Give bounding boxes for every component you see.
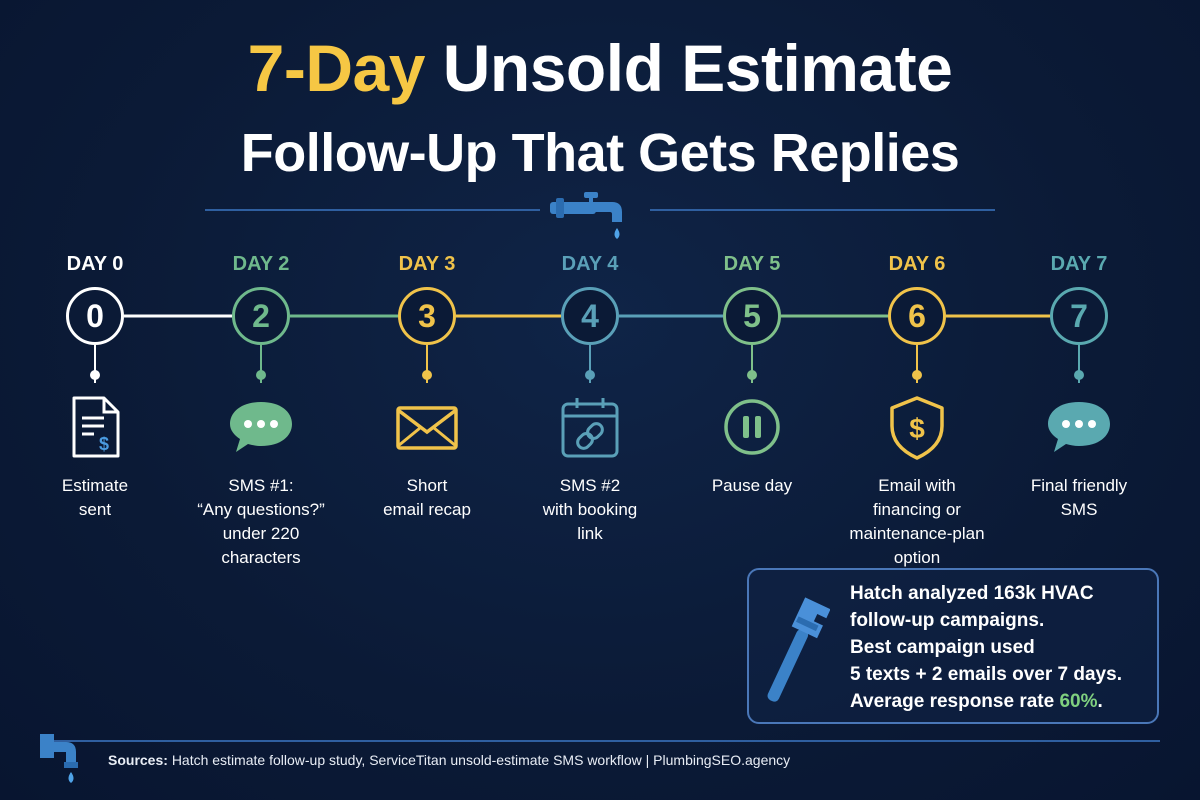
caption-line: characters bbox=[221, 548, 301, 567]
step-stem bbox=[589, 345, 591, 383]
pause-icon bbox=[724, 399, 780, 455]
caption-line: “Any questions?” bbox=[197, 500, 325, 519]
faucet-icon bbox=[550, 192, 622, 239]
day-label: DAY 7 bbox=[1050, 253, 1108, 275]
info-line: Best campaign used bbox=[850, 637, 1035, 658]
step-stem bbox=[916, 345, 918, 383]
step-caption: Final friendly SMS bbox=[994, 474, 1164, 522]
svg-text:$: $ bbox=[99, 434, 109, 454]
day-number-circle: 5 bbox=[723, 287, 781, 345]
shield-dollar-icon: $ bbox=[890, 396, 944, 460]
footer-divider bbox=[40, 740, 1160, 742]
pipe-icon bbox=[40, 734, 78, 783]
step-dot bbox=[90, 370, 100, 380]
chat-bubble-icon bbox=[1048, 402, 1110, 452]
caption-line: SMS #1: bbox=[228, 476, 294, 495]
step-dot bbox=[256, 370, 266, 380]
info-text: Hatch analyzed 163k HVAC follow-up campa… bbox=[850, 580, 1150, 715]
day-label: DAY 6 bbox=[888, 253, 946, 275]
title-divider-right bbox=[650, 209, 995, 211]
day-number-circle: 4 bbox=[561, 287, 619, 345]
day-label: DAY 5 bbox=[723, 253, 781, 275]
envelope-icon bbox=[396, 406, 458, 450]
caption-line: under 220 bbox=[222, 524, 300, 543]
caption-line: SMS #2 bbox=[559, 476, 621, 495]
title-accent: 7-Day bbox=[247, 31, 426, 105]
info-line-last: Average response rate 60%. bbox=[850, 688, 1150, 715]
caption-line: SMS bbox=[1060, 500, 1098, 519]
caption-line: email recap bbox=[383, 500, 471, 519]
info-line: follow-up campaigns. bbox=[850, 610, 1045, 631]
day-label: DAY 4 bbox=[561, 253, 619, 275]
step-stem bbox=[1078, 345, 1080, 383]
step-caption: Estimate sent bbox=[10, 474, 180, 522]
sources-text: Hatch estimate follow-up study, ServiceT… bbox=[171, 752, 791, 768]
title-line-2: Follow-Up That Gets Replies bbox=[240, 123, 960, 183]
step-dot bbox=[1074, 370, 1084, 380]
day-number-circle: 3 bbox=[398, 287, 456, 345]
day-number-circle: 2 bbox=[232, 287, 290, 345]
step-stem bbox=[260, 345, 262, 383]
caption-line: option bbox=[893, 548, 941, 567]
caption-line: Short bbox=[406, 476, 448, 495]
step-stem bbox=[94, 345, 96, 383]
caption-line: sent bbox=[78, 500, 112, 519]
caption-line: Email with bbox=[878, 476, 956, 495]
calendar-link-icon bbox=[561, 398, 619, 458]
step-dot bbox=[585, 370, 595, 380]
svg-text:$: $ bbox=[909, 413, 925, 444]
caption-line: link bbox=[577, 524, 603, 543]
title-rest: Unsold Estimate bbox=[442, 31, 953, 105]
info-line: 5 texts + 2 emails over 7 days. bbox=[850, 664, 1122, 685]
info-line: Hatch analyzed 163k HVAC bbox=[850, 583, 1094, 604]
step-dot bbox=[422, 370, 432, 380]
chat-bubble-icon bbox=[230, 402, 292, 452]
title-divider-left bbox=[205, 209, 540, 211]
info-box bbox=[747, 568, 1159, 724]
day-label: DAY 2 bbox=[232, 253, 290, 275]
sources-label: Sources: bbox=[108, 752, 168, 768]
step-stem bbox=[751, 345, 753, 383]
day-number-circle: 7 bbox=[1050, 287, 1108, 345]
info-line-suffix: . bbox=[1097, 691, 1103, 712]
step-dot bbox=[747, 370, 757, 380]
day-number-circle: 6 bbox=[888, 287, 946, 345]
day-label: DAY 3 bbox=[398, 253, 456, 275]
step-stem bbox=[426, 345, 428, 383]
step-caption: Pause day bbox=[667, 474, 837, 498]
caption-line: financing or bbox=[873, 500, 961, 519]
step-caption: SMS #2 with booking link bbox=[505, 474, 675, 546]
document-dollar-icon: $ bbox=[72, 396, 120, 458]
wrench-icon bbox=[767, 597, 830, 702]
info-line-prefix: Average response rate bbox=[850, 691, 1060, 712]
response-rate-value: 60% bbox=[1059, 691, 1098, 712]
caption-line: with booking bbox=[542, 500, 638, 519]
step-caption: Short email recap bbox=[342, 474, 512, 522]
sources: Sources: Hatch estimate follow-up study,… bbox=[108, 752, 790, 768]
caption-line: maintenance-plan bbox=[849, 524, 985, 543]
day-number-circle: 0 bbox=[66, 287, 124, 345]
caption-line: Pause day bbox=[711, 476, 793, 495]
step-caption: SMS #1: “Any questions?” under 220 characte… bbox=[176, 474, 346, 570]
step-caption: Email with financing or maintenance-plan op… bbox=[832, 474, 1002, 570]
day-label: DAY 0 bbox=[66, 253, 124, 275]
caption-line: Estimate bbox=[61, 476, 129, 495]
caption-line: Final friendly bbox=[1030, 476, 1128, 495]
step-dot bbox=[912, 370, 922, 380]
title-line-1: 7-Day Unsold Estimate bbox=[0, 28, 1200, 108]
